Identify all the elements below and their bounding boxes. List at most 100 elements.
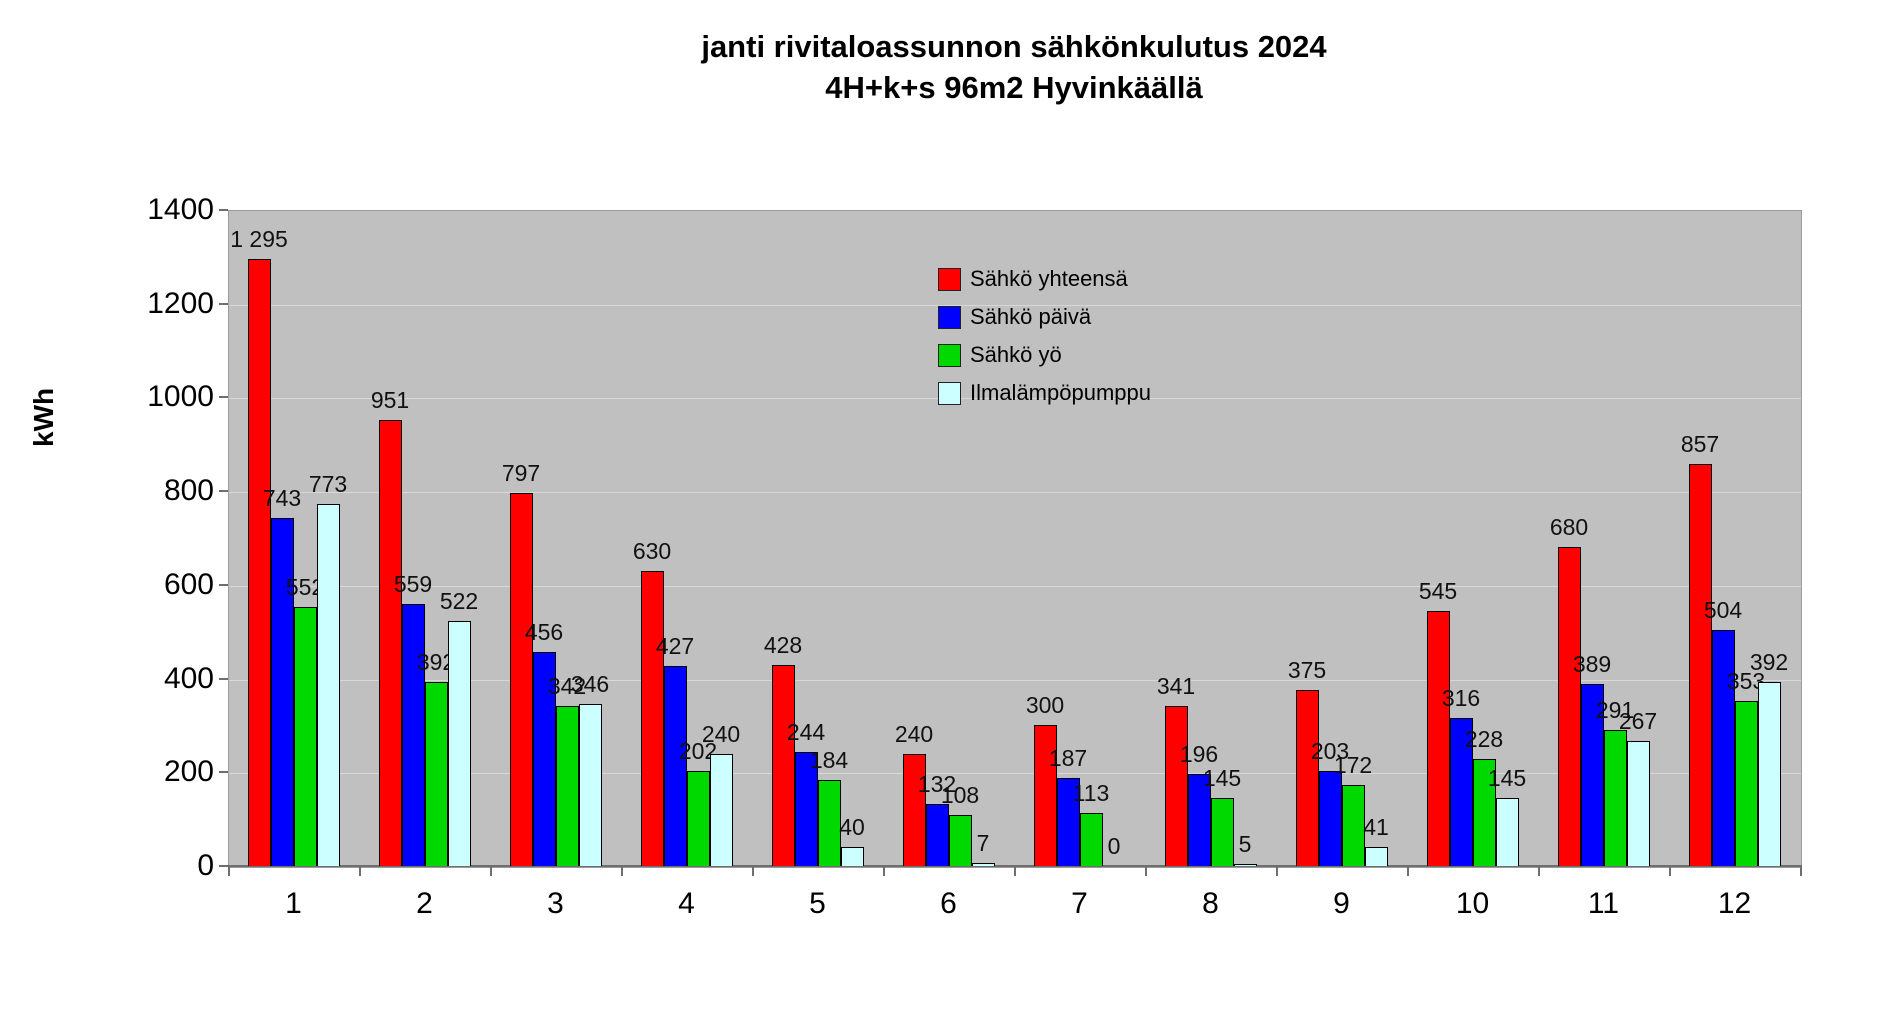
data-label-s4-m7: 0: [1107, 833, 1121, 859]
legend-item-1: Sähkö yhteensä: [938, 260, 1151, 298]
bar-ilmal-mp-pumppu-month-11: [1626, 741, 1650, 866]
data-label-s4-m1: 773: [308, 471, 348, 497]
bar-ilmal-mp-pumppu-month-12: [1757, 682, 1781, 866]
data-label-s1-m12: 857: [1680, 431, 1720, 457]
x-tick-label-3: 3: [547, 887, 564, 920]
y-tick-mark-1000: [219, 396, 228, 399]
data-label-s2-m1: 743: [262, 485, 302, 511]
x-tick-label-1: 1: [285, 887, 302, 920]
bar-s-hk-p-iv--month-9: [1318, 771, 1342, 866]
legend-label-2: Sähkö päivä: [970, 304, 1092, 329]
data-label-s1-m10: 545: [1418, 578, 1458, 604]
bar-s-hk-y--month-5: [817, 780, 841, 866]
y-tick-label-0: 0: [197, 849, 214, 882]
y-tick-label-800: 800: [163, 474, 214, 508]
bar-s-hk-p-iv--month-7: [1056, 778, 1080, 866]
x-tick-label-12: 12: [1717, 887, 1752, 920]
gridline-600: [229, 585, 1801, 587]
legend-label-4: Ilmalämpöpumppu: [970, 380, 1151, 405]
legend-item-2: Sähkö päivä: [938, 298, 1151, 336]
bar-s-hk-y--month-1: [293, 607, 317, 866]
bar-s-hk-p-iv--month-5: [794, 752, 818, 866]
bar-s-hk-p-iv--month-10: [1449, 718, 1473, 866]
x-tick-mark-10: [1538, 867, 1540, 876]
y-tick-mark-1200: [219, 302, 228, 305]
x-tick-mark-11: [1669, 867, 1671, 876]
data-label-s3-m9: 172: [1333, 752, 1373, 778]
bar-s-hk-y--month-6: [948, 815, 972, 866]
bar-s-hk-y--month-2: [424, 682, 448, 866]
legend-item-4: Ilmalämpöpumppu: [938, 374, 1151, 412]
data-label-s4-m3: 346: [570, 671, 610, 697]
gridline-200: [229, 773, 1801, 775]
data-label-s4-m6: 7: [976, 830, 990, 856]
data-label-s3-m6: 108: [940, 782, 980, 808]
data-label-s3-m7: 113: [1072, 780, 1110, 806]
x-tick-mark-8: [1276, 867, 1278, 876]
x-tick-label-5: 5: [809, 887, 826, 920]
bar-s-hk-p-iv--month-12: [1711, 630, 1735, 866]
data-label-s1-m9: 375: [1287, 657, 1327, 683]
bar-s-hk-y--month-4: [686, 771, 710, 866]
y-tick-label-600: 600: [163, 567, 214, 601]
y-tick-mark-400: [219, 677, 228, 680]
y-tick-label-1400: 1400: [147, 193, 214, 226]
legend-swatch-2: [938, 305, 961, 329]
bar-ilmal-mp-pumppu-month-1: [316, 504, 340, 866]
data-label-s1-m5: 428: [763, 632, 803, 658]
bar-s-hk-yhteens--month-1: [247, 259, 271, 866]
gridline-400: [229, 679, 1801, 681]
x-tick-mark-3: [621, 867, 623, 876]
x-tick-mark-9: [1407, 867, 1409, 876]
data-label-s1-m1: 1 295: [230, 226, 288, 252]
data-label-s1-m8: 341: [1156, 673, 1196, 699]
x-tick-mark-1: [359, 867, 361, 876]
data-label-s3-m11: 291: [1595, 697, 1635, 723]
legend-label-3: Sähkö yö: [970, 342, 1062, 367]
bar-s-hk-yhteens--month-2: [378, 420, 402, 866]
bar-ilmal-mp-pumppu-month-8: [1233, 864, 1257, 866]
legend-swatch-4: [938, 381, 961, 405]
bar-s-hk-y--month-7: [1079, 813, 1103, 866]
y-tick-mark-0: [219, 865, 228, 867]
x-tick-mark-6: [1014, 867, 1016, 876]
bar-s-hk-p-iv--month-1: [270, 518, 294, 866]
bar-s-hk-yhteens--month-4: [640, 571, 664, 866]
bar-s-hk-yhteens--month-11: [1557, 547, 1581, 866]
data-label-s2-m7: 187: [1048, 745, 1088, 771]
chart-legend: Sähkö yhteensä Sähkö päivä Sähkö yö Ilmaläm…: [938, 260, 1151, 412]
data-label-s3-m10: 228: [1464, 726, 1504, 752]
legend-swatch-3: [938, 343, 961, 367]
bar-s-hk-yhteens--month-9: [1295, 690, 1319, 866]
x-tick-label-2: 2: [416, 887, 433, 920]
bar-ilmal-mp-pumppu-month-6: [971, 863, 995, 866]
bar-ilmal-mp-pumppu-month-9: [1364, 847, 1388, 866]
data-label-s4-m11: 267: [1618, 708, 1658, 734]
bar-s-hk-y--month-3: [555, 706, 579, 866]
x-tick-mark-12: [1800, 867, 1802, 876]
data-label-s2-m12: 504: [1703, 597, 1743, 623]
data-label-s1-m4: 630: [632, 538, 672, 564]
x-tick-label-10: 10: [1455, 887, 1490, 920]
y-tick-mark-600: [219, 583, 228, 586]
y-tick-label-200: 200: [163, 755, 214, 789]
data-label-s4-m9: 41: [1363, 814, 1389, 840]
data-label-s1-m6: 240: [894, 721, 934, 747]
y-axis-title: kWh: [28, 387, 59, 447]
y-tick-label-400: 400: [163, 661, 214, 695]
data-label-s2-m3: 456: [524, 619, 564, 645]
bar-s-hk-yhteens--month-8: [1164, 706, 1188, 866]
x-tick-label-6: 6: [940, 887, 957, 920]
plot-area: [228, 210, 1802, 868]
data-label-s4-m12: 392: [1749, 649, 1789, 675]
x-tick-label-7: 7: [1071, 887, 1088, 920]
bar-s-hk-yhteens--month-12: [1688, 464, 1712, 866]
chart-title-line2: 4H+k+s 96m2 Hyvinkäällä: [825, 70, 1203, 105]
bar-s-hk-yhteens--month-10: [1426, 611, 1450, 866]
bar-ilmal-mp-pumppu-month-10: [1495, 798, 1519, 866]
data-label-s1-m3: 797: [501, 460, 541, 486]
bar-ilmal-mp-pumppu-month-2: [447, 621, 471, 866]
data-label-s2-m9: 203: [1310, 738, 1350, 764]
data-label-s2-m6: 132: [917, 771, 957, 797]
bar-s-hk-y--month-12: [1734, 701, 1758, 866]
